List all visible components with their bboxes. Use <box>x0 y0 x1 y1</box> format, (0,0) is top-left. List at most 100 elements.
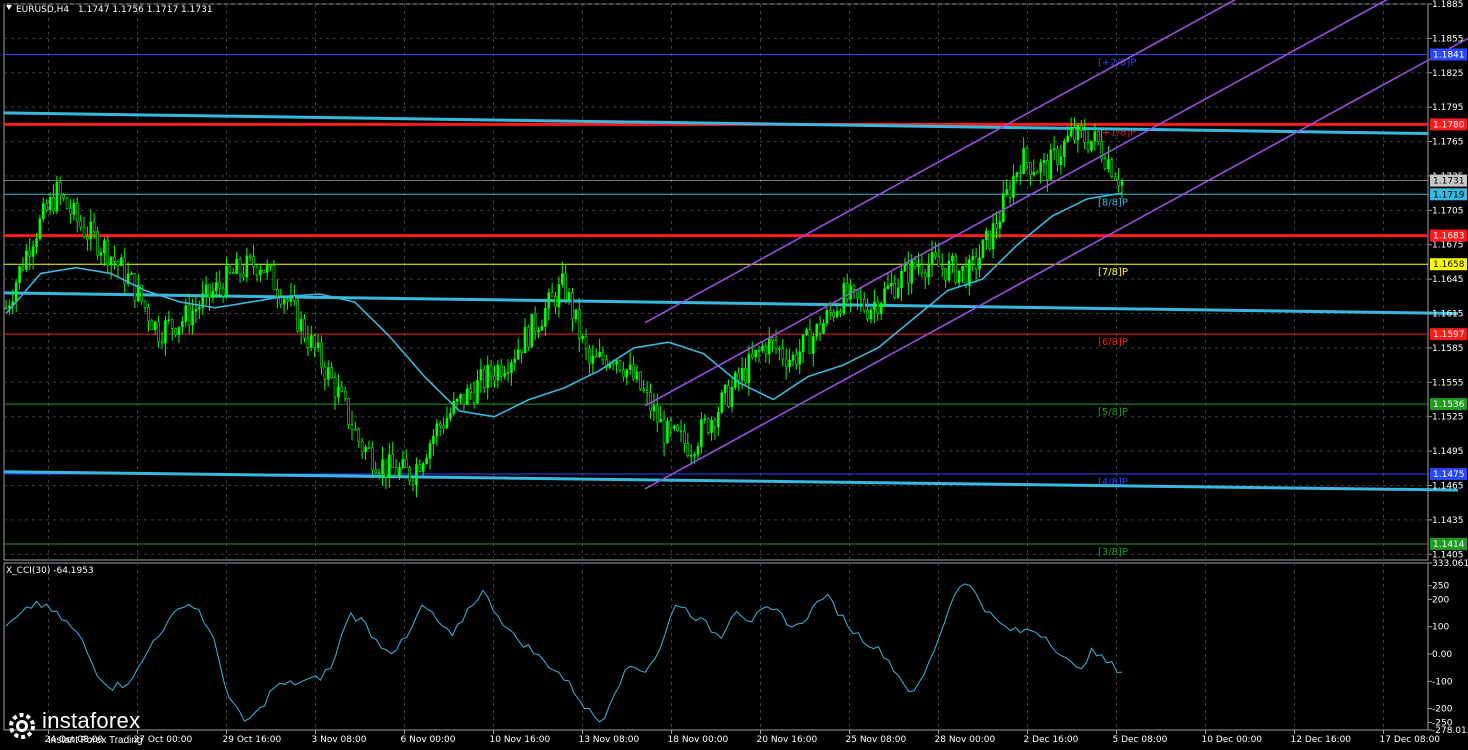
candle-body <box>364 447 367 453</box>
candle-body <box>510 362 513 373</box>
candle-body <box>761 345 764 351</box>
candle-body <box>523 326 527 354</box>
time-axis: 24 Oct 08:00 27 Oct 00:00 29 Oct 16:00 3 No… <box>45 730 1440 745</box>
candle-body <box>798 351 802 365</box>
price-tag-box <box>1430 398 1467 411</box>
price-tags: 1.1841 1.1780 1.1731 1.1719 1.1683 1.1658 1.15… <box>1430 48 1467 550</box>
candle-body <box>58 182 62 196</box>
candle-body <box>150 320 154 331</box>
candle-body <box>309 335 313 348</box>
price-tick-label: 1.1645 <box>1432 275 1464 285</box>
candle-body <box>272 265 276 290</box>
symbol-dropdown-icon[interactable] <box>6 5 12 10</box>
candle-body <box>1100 141 1103 159</box>
candle-body <box>113 256 116 262</box>
candle-body <box>930 252 934 266</box>
candle-body <box>591 356 595 364</box>
murray-label: [+2/8]P <box>1098 57 1136 68</box>
candle-body <box>1029 162 1032 175</box>
candle-body <box>1090 140 1093 151</box>
candle-body <box>764 345 768 355</box>
price-tag-label: 1.1841 <box>1433 50 1465 60</box>
candle-body <box>896 287 900 298</box>
instaforex-logo: instaforex Instant Forex Trading <box>2 706 182 748</box>
candle-body <box>503 372 506 377</box>
candle-body <box>516 349 520 360</box>
candle-body <box>1066 135 1070 142</box>
candle-body <box>1052 148 1056 151</box>
candle-body <box>293 295 296 301</box>
murray-label: [8/8]P <box>1098 197 1128 208</box>
price-tag-box <box>1430 174 1467 187</box>
candle-body <box>1063 141 1066 157</box>
candle-body <box>438 423 442 427</box>
candle-body <box>340 386 344 392</box>
candle-body <box>862 298 866 311</box>
candle-body <box>52 197 55 212</box>
candle-body <box>442 425 445 429</box>
candle-body <box>828 310 832 313</box>
candle-body <box>971 256 975 260</box>
candle-body <box>109 256 113 266</box>
candle-body <box>466 388 469 405</box>
candle-body <box>106 240 110 266</box>
candle-body <box>174 328 177 336</box>
candle-body <box>727 385 730 407</box>
candle-body <box>45 203 49 211</box>
candle-body <box>445 417 449 429</box>
candle-body <box>398 467 401 477</box>
candle-body <box>890 283 893 287</box>
candle-body <box>493 375 496 381</box>
candle-body <box>354 428 357 431</box>
candle-body <box>968 259 971 286</box>
price-tick-label: 1.1435 <box>1432 516 1464 526</box>
candle-body <box>822 322 825 334</box>
candle-body <box>262 269 266 273</box>
candle-body <box>489 364 493 377</box>
candle-body <box>296 300 300 332</box>
murray-label: [+1/8]P <box>1098 127 1136 138</box>
time-tick-label: 25 Nov 08:00 <box>846 735 907 745</box>
cci-tick-label: -200 <box>1432 705 1453 715</box>
cci-label: X_CCI(30) -64.1953 <box>6 566 94 576</box>
candle-body <box>713 419 717 428</box>
candle-body <box>333 377 337 398</box>
price-tick-label: 1.1675 <box>1432 241 1464 251</box>
candle-body <box>415 464 418 485</box>
candle-body <box>126 273 130 285</box>
candle-body <box>998 221 1002 229</box>
candle-body <box>957 270 961 283</box>
murray-label: [4/8]P <box>1098 477 1128 488</box>
candle-body <box>659 419 662 423</box>
candle-body <box>873 301 876 311</box>
candle-body <box>788 360 791 368</box>
candle-body <box>371 447 374 471</box>
candle-body <box>38 218 42 239</box>
candle-body <box>801 334 805 353</box>
candle-body <box>123 257 127 285</box>
channel-middle-line <box>644 0 1388 407</box>
candle-body <box>717 411 720 428</box>
candle-body <box>62 194 65 199</box>
candle-body <box>795 354 798 365</box>
cci-tick-label: -278.013 <box>1432 726 1468 736</box>
candle-body <box>1022 148 1025 174</box>
candle-body <box>313 335 316 348</box>
candle-body <box>757 349 761 352</box>
candle-body <box>1001 193 1005 222</box>
candle-body <box>625 369 629 378</box>
candle-body <box>55 182 59 212</box>
cci-tick-label: -100 <box>1432 677 1453 687</box>
candle-body <box>686 442 690 456</box>
candle-body <box>564 273 567 300</box>
candle-body <box>462 394 466 405</box>
candle-body <box>343 391 347 399</box>
candle-body <box>147 307 150 322</box>
candle-body <box>421 463 425 472</box>
candle-body <box>187 305 191 326</box>
candle-body <box>934 252 937 258</box>
candle-body <box>900 270 903 289</box>
candle-body <box>940 265 944 269</box>
candle-body <box>567 292 571 300</box>
